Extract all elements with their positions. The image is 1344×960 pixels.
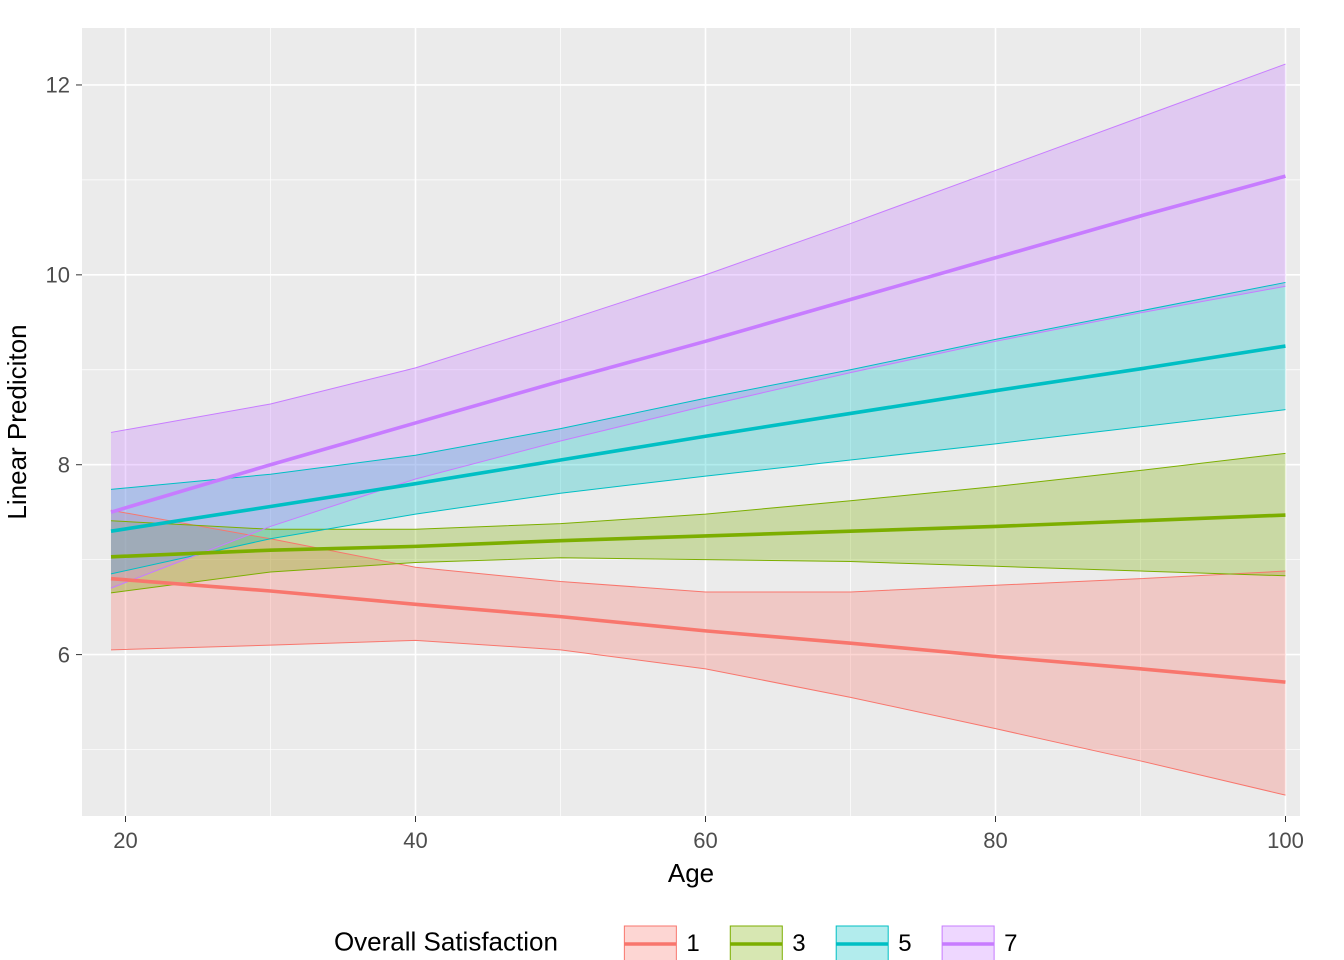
x-tick-label: 100: [1267, 828, 1304, 853]
y-axis-title: Linear Prediciton: [2, 324, 32, 519]
y-tick-label: 8: [58, 452, 70, 477]
legend-label: 7: [1004, 930, 1017, 957]
x-tick-label: 80: [983, 828, 1007, 853]
legend-label: 1: [686, 930, 699, 957]
legend-label: 5: [898, 930, 911, 957]
chart-svg: 20 40 60 80 100 6 8 10 12 Age Linear Prediciton Ove…: [0, 0, 1344, 960]
y-tick-label: 6: [58, 642, 70, 667]
legend-title: Overall Satisfaction: [334, 926, 558, 956]
chart-container: 20 40 60 80 100 6 8 10 12 Age Linear Prediciton Ove…: [0, 0, 1344, 960]
x-tick-label: 20: [113, 828, 137, 853]
x-tick-label: 40: [403, 828, 427, 853]
x-axis-title: Age: [668, 858, 714, 888]
x-tick-label: 60: [693, 828, 717, 853]
legend-label: 3: [792, 930, 805, 957]
y-tick-label: 12: [46, 73, 70, 98]
y-tick-label: 10: [46, 263, 70, 288]
legend: Overall Satisfaction 1 3 5 7: [334, 926, 1018, 960]
